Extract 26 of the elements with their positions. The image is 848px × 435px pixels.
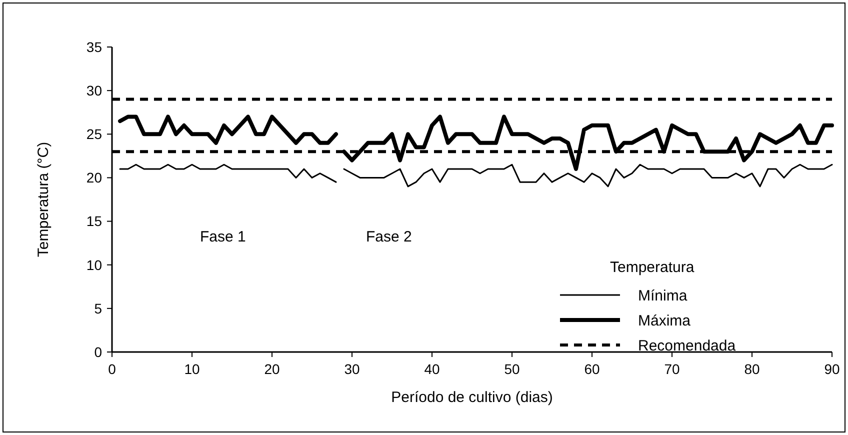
y-axis-title: Temperatura (°C) — [35, 142, 52, 258]
x-axis-title: Período de cultivo (dias) — [391, 389, 553, 406]
annotation: Fase 1 — [200, 228, 246, 246]
legend-label: Máxima — [638, 312, 692, 330]
x-tick-label: 50 — [504, 361, 520, 377]
y-tick-label: 5 — [94, 300, 102, 316]
x-tick-label: 40 — [424, 361, 440, 377]
x-tick-label: 60 — [584, 361, 600, 377]
legend-title: Temperatura — [610, 259, 695, 276]
y-tick-label: 15 — [86, 213, 102, 230]
x-tick-label: 10 — [184, 361, 200, 377]
y-tick-label: 25 — [86, 126, 102, 142]
legend-label: Recomendada — [638, 337, 736, 354]
x-tick-label: 20 — [264, 361, 280, 377]
y-tick-label: 0 — [94, 344, 102, 360]
legend-label: Mínima — [638, 287, 688, 304]
x-tick-label: 80 — [744, 361, 760, 377]
x-tick-label: 90 — [824, 361, 840, 377]
annotation: Fase 2 — [366, 228, 412, 246]
x-tick-label: 70 — [664, 361, 680, 377]
y-tick-label: 30 — [86, 82, 102, 98]
y-tick-label: 20 — [86, 170, 102, 186]
x-tick-label: 30 — [344, 361, 360, 377]
y-tick-label: 35 — [86, 38, 102, 55]
x-tick-label: 0 — [108, 361, 116, 377]
y-tick-label: 10 — [86, 256, 102, 273]
